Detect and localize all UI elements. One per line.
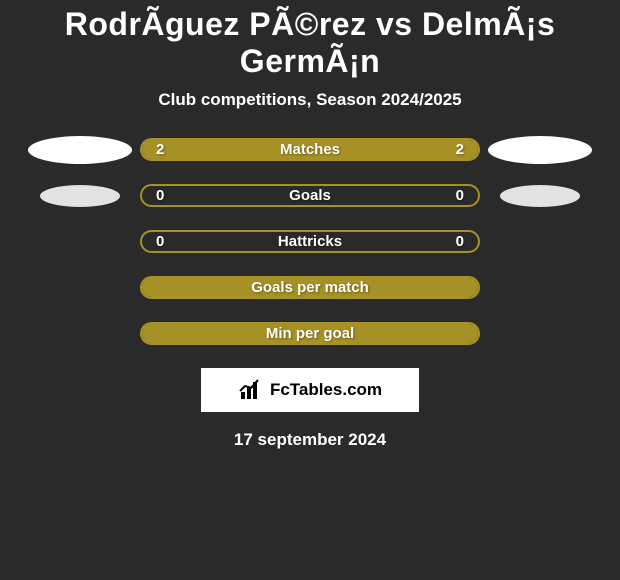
bar-content: Min per goal xyxy=(142,324,478,343)
stat-bar: Min per goal xyxy=(140,322,480,345)
marker-ellipse xyxy=(28,136,132,164)
date-text: 17 september 2024 xyxy=(0,430,620,450)
bar-content: 0 Goals 0 xyxy=(142,186,478,205)
bar-label: Matches xyxy=(280,141,340,158)
stat-row: Min per goal xyxy=(0,322,620,345)
comparison-card: RodrÃ­guez PÃ©rez vs DelmÃ¡s GermÃ¡n Clu… xyxy=(0,0,620,450)
left-value: 2 xyxy=(156,141,164,158)
attribution-badge: FcTables.com xyxy=(201,368,419,412)
marker-ellipse xyxy=(40,185,120,207)
right-marker-slot xyxy=(480,136,600,164)
stat-bar: 0 Hattricks 0 xyxy=(140,230,480,253)
left-value: 0 xyxy=(156,233,164,250)
bar-label: Min per goal xyxy=(266,325,354,342)
marker-ellipse xyxy=(488,136,592,164)
stat-bar: Goals per match xyxy=(140,276,480,299)
chart-icon xyxy=(238,379,264,401)
marker-ellipse xyxy=(500,185,580,207)
page-subtitle: Club competitions, Season 2024/2025 xyxy=(0,90,620,110)
left-value: 0 xyxy=(156,187,164,204)
bar-content: 2 Matches 2 xyxy=(142,140,478,159)
right-value: 2 xyxy=(456,141,464,158)
bar-label: Goals xyxy=(289,187,331,204)
right-value: 0 xyxy=(456,233,464,250)
bar-content: Goals per match xyxy=(142,278,478,297)
bar-content: 0 Hattricks 0 xyxy=(142,232,478,251)
stat-row: 0 Goals 0 xyxy=(0,184,620,207)
attribution-text: FcTables.com xyxy=(270,380,382,400)
stat-bar: 2 Matches 2 xyxy=(140,138,480,161)
right-marker-slot xyxy=(480,185,600,207)
left-marker-slot xyxy=(20,136,140,164)
stat-rows: 2 Matches 2 0 Goals 0 0 Hattricks 0 Goals per mat… xyxy=(0,138,620,345)
stat-row: 2 Matches 2 xyxy=(0,138,620,161)
page-title: RodrÃ­guez PÃ©rez vs DelmÃ¡s GermÃ¡n xyxy=(0,6,620,80)
stat-row: 0 Hattricks 0 xyxy=(0,230,620,253)
stat-bar: 0 Goals 0 xyxy=(140,184,480,207)
left-marker-slot xyxy=(20,185,140,207)
bar-label: Hattricks xyxy=(278,233,342,250)
stat-row: Goals per match xyxy=(0,276,620,299)
right-value: 0 xyxy=(456,187,464,204)
bar-label: Goals per match xyxy=(251,279,369,296)
